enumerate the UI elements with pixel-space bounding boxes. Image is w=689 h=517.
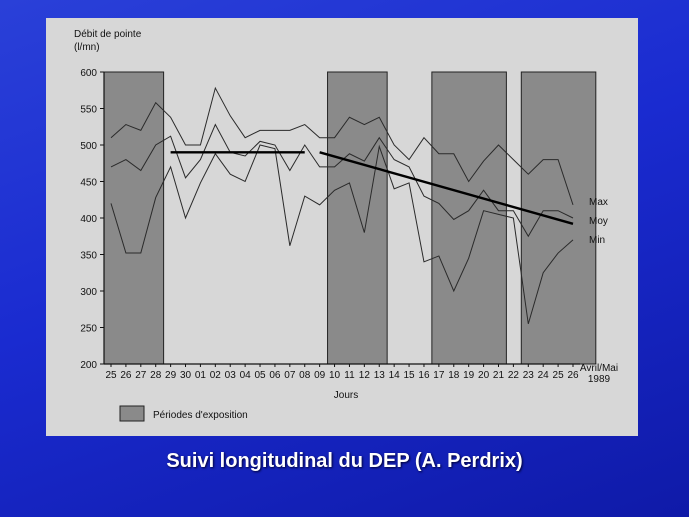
y-tick-label: 400: [80, 214, 97, 225]
x-tick-label: 23: [523, 370, 535, 381]
x-tick-label: 18: [448, 370, 460, 381]
x-tick-label: 24: [538, 370, 550, 381]
x-tick-label: 26: [120, 370, 132, 381]
x-tick-label: 01: [195, 370, 207, 381]
slide-caption: Suivi longitudinal du DEP (A. Perdrix): [166, 450, 523, 472]
y-tick-label: 500: [80, 141, 97, 152]
x-tick-label: 14: [389, 370, 401, 381]
exposure-period-2: [327, 71, 388, 365]
y-tick-label: 600: [80, 68, 97, 79]
x-tick-label: 19: [463, 370, 475, 381]
exposure-period-3: [431, 71, 507, 365]
series-line-max: [110, 86, 574, 206]
y-tick-label: 450: [80, 178, 97, 189]
x-tick-label: 29: [165, 370, 177, 381]
x-tick-label: 17: [433, 370, 445, 381]
y-axis-unit: (l/mn): [74, 42, 100, 53]
exposure-period-4: [520, 71, 597, 365]
date-note-month: Avril/Mai: [580, 363, 618, 374]
exposure-period-1: [103, 71, 165, 365]
series-labels: Max Moy Min: [589, 197, 608, 246]
x-tick-label: 20: [478, 370, 490, 381]
x-tick-label: 26: [567, 370, 579, 381]
x-tick-label: 30: [180, 370, 192, 381]
x-tick-label: 28: [150, 370, 162, 381]
x-tick-label: 04: [240, 370, 252, 381]
x-tick-label: 07: [284, 370, 296, 381]
x-tick-label: 05: [254, 370, 266, 381]
x-tick-label: 16: [418, 370, 430, 381]
x-tick-label: 02: [210, 370, 222, 381]
x-tick-label: 12: [359, 370, 371, 381]
series-label-max: Max: [589, 197, 608, 208]
y-tick-label: 300: [80, 287, 97, 298]
series-label-moy: Moy: [589, 216, 608, 227]
x-tick-label: 11: [344, 370, 355, 381]
exposure-periods: [103, 71, 597, 365]
series-line-moy: [110, 123, 574, 238]
x-tick-label: 27: [135, 370, 147, 381]
series-label-min: Min: [589, 235, 605, 246]
x-tick-label: 13: [374, 370, 386, 381]
x-tick-label: 08: [299, 370, 311, 381]
x-tick-label: 10: [329, 370, 341, 381]
trend-lines: [170, 151, 574, 225]
figure-panel: 200 250 300 350 400 450 500 550 600 25 26 27 28 29 30 0…: [46, 18, 638, 436]
y-axis-label: Débit de pointe: [74, 29, 142, 40]
date-note-year: 1989: [588, 374, 611, 385]
x-tick-label: 09: [314, 370, 326, 381]
x-tick-label: 22: [508, 370, 520, 381]
x-tick-label: 06: [269, 370, 281, 381]
y-tick-label: 250: [80, 324, 97, 335]
trend-line-2: [319, 151, 574, 225]
legend-swatch-exposure: [119, 405, 145, 422]
legend-label-exposure: Périodes d'exposition: [153, 410, 248, 421]
x-tick-label: 03: [225, 370, 237, 381]
x-tick-label: 15: [404, 370, 416, 381]
y-tick-label: 350: [80, 251, 97, 262]
x-axis-label: Jours: [334, 390, 358, 401]
y-tick-label: 200: [80, 360, 97, 371]
x-tick-label: 25: [105, 370, 117, 381]
series-lines: [110, 86, 574, 324]
y-tick-label: 550: [80, 105, 97, 116]
series-line-min: [110, 144, 574, 324]
x-tick-label: 25: [553, 370, 565, 381]
x-tick-label: 21: [493, 370, 505, 381]
